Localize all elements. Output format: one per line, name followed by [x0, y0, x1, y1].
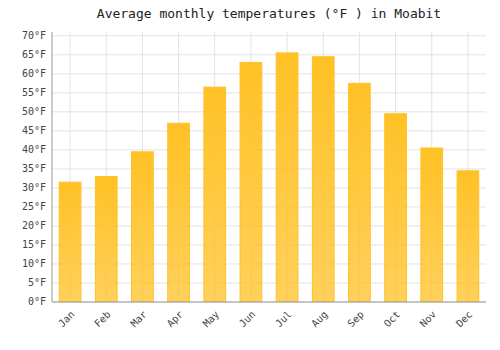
x-tick-label: Mar	[128, 309, 149, 330]
y-grid-line	[52, 111, 486, 112]
y-tick-label: 45°F	[22, 125, 46, 136]
bar	[457, 171, 479, 302]
y-tick-label: 10°F	[22, 258, 46, 269]
y-grid-line	[52, 73, 486, 74]
x-tick-label: Feb	[92, 309, 113, 330]
x-tick-label: Jan	[56, 309, 77, 330]
x-tick-label: Oct	[382, 309, 403, 330]
y-tick-label: 0°F	[28, 296, 46, 307]
y-grid-line	[52, 302, 486, 303]
bar	[132, 152, 154, 302]
y-tick-label: 70°F	[22, 30, 46, 41]
y-tick-label: 20°F	[22, 220, 46, 231]
y-grid-line	[52, 35, 486, 36]
y-tick-label: 40°F	[22, 144, 46, 155]
bar	[421, 148, 443, 302]
x-tick-label: Dec	[454, 309, 475, 330]
title: Average monthly temperatures (°F ) in Mo…	[97, 6, 441, 21]
y-tick-label: 15°F	[22, 239, 46, 250]
bar	[95, 177, 117, 302]
bar	[312, 57, 334, 302]
bar	[349, 83, 371, 302]
y-tick-label: 55°F	[22, 87, 46, 98]
y-tick-label: 35°F	[22, 163, 46, 174]
x-tick-label: Apr	[165, 309, 186, 330]
y-tick-label: 30°F	[22, 182, 46, 193]
bar	[59, 182, 81, 302]
y-tick-label: 60°F	[22, 68, 46, 79]
bar	[276, 53, 298, 302]
x-tick-label: Nov	[418, 309, 439, 330]
y-tick-label: 50°F	[22, 106, 46, 117]
bars	[59, 53, 479, 302]
y-tick-label: 65°F	[22, 49, 46, 60]
bar	[240, 62, 262, 302]
x-axis-line	[52, 302, 486, 303]
y-grid-line	[52, 92, 486, 93]
x-tick-label: Aug	[309, 309, 330, 330]
x-tick-label: May	[201, 309, 222, 330]
x-tick-label: Sep	[345, 309, 366, 330]
y-tick-label: 25°F	[22, 201, 46, 212]
bar	[204, 87, 226, 302]
bar	[168, 123, 190, 302]
y-tick-label: 5°F	[28, 277, 46, 288]
y-grid-line	[52, 130, 486, 131]
bar	[385, 114, 407, 302]
y-grid-line	[52, 54, 486, 55]
grid	[52, 32, 486, 302]
chart: 0°F 5°F 10°F 15°F 20°F 25°F 30°F 35°F 40°F 45°F 50…	[0, 0, 500, 350]
x-tick-label: Jul	[273, 309, 294, 330]
x-tick-label: Jun	[237, 309, 258, 330]
y-axis-line	[52, 32, 53, 302]
